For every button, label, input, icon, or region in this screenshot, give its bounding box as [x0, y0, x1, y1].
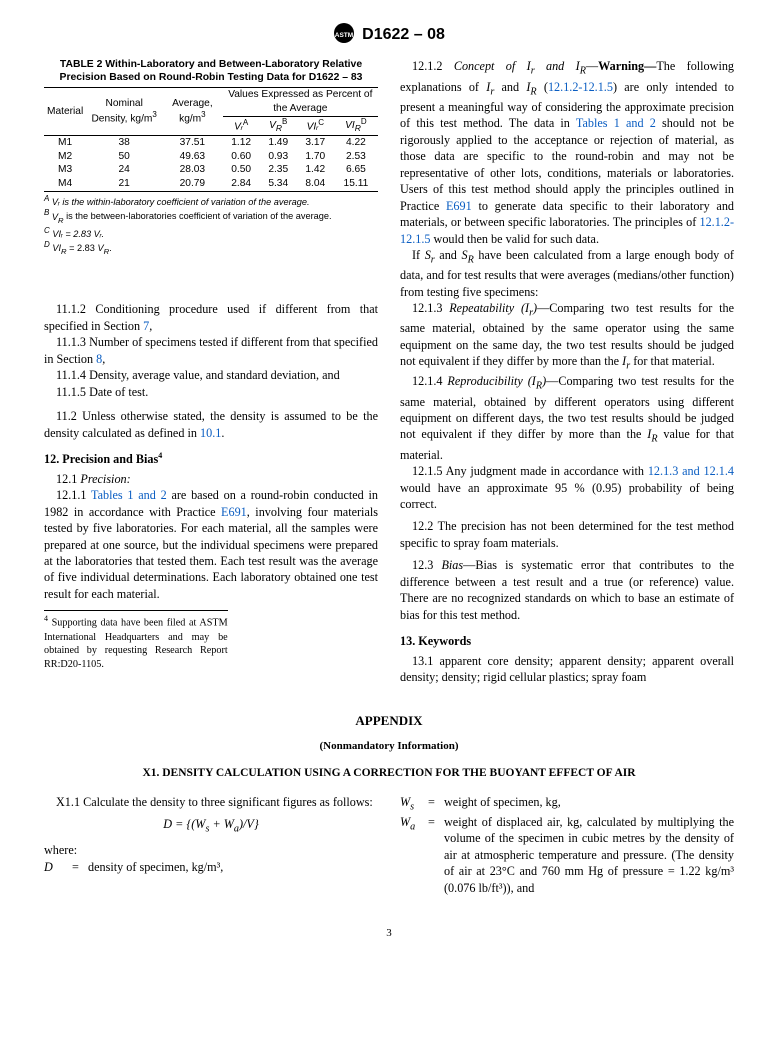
- note-D: D VIR = 2.83 VR.: [44, 240, 378, 257]
- note-B: B VR is the between-laboratories coeffic…: [44, 208, 378, 225]
- table-row: M13837.511.121.493.174.22: [44, 135, 378, 149]
- note-A: A Vᵣ is the within-laboratory coefficien…: [44, 194, 378, 208]
- table-row: M42120.792.845.348.0415.11: [44, 177, 378, 191]
- xref-12.1.3-12.1.4[interactable]: 12.1.3 and 12.1.4: [648, 464, 734, 478]
- xref-tables-1-2-b[interactable]: Tables 1 and 2: [576, 116, 656, 130]
- para-12.1.1: 12.1.1 Tables 1 and 2 are based on a rou…: [44, 487, 378, 602]
- xref-e691-b[interactable]: E691: [446, 199, 472, 213]
- para-12.3: 12.3 Bias—Bias is systematic error that …: [400, 557, 734, 623]
- page: ASTM D1622 – 08 TABLE 2 Within-Laborator…: [0, 0, 778, 1041]
- para-12.1: 12.1 Precision:: [44, 471, 378, 487]
- note-C: C VIᵣ = 2.83 Vᵣ.: [44, 226, 378, 240]
- para-11.1.2: 11.1.2 Conditioning procedure used if di…: [44, 301, 378, 334]
- th-average: Average, kg/m3: [162, 88, 223, 135]
- right-column: 12.1.2 Concept of Ir and IR—Warning—The …: [400, 58, 734, 685]
- table2-title: TABLE 2 Within-Laboratory and Between-La…: [44, 58, 378, 84]
- th-viR: VIRD: [334, 117, 378, 136]
- para-11.1.5: 11.1.5 Date of test.: [44, 384, 378, 400]
- table2: Material Nominal Density, kg/m3 Average,…: [44, 87, 378, 191]
- th-values-span: Values Expressed as Percent of the Avera…: [223, 88, 378, 117]
- where-label: where:: [44, 842, 378, 858]
- para-12.1.4: 12.1.4 Reproducibility (IR)—Comparing tw…: [400, 373, 734, 463]
- xref-12.1.2-12.1.5[interactable]: 12.1.2-12.1.5: [548, 80, 613, 94]
- para-13.1: 13.1 apparent core density; apparent den…: [400, 653, 734, 686]
- left-column: TABLE 2 Within-Laboratory and Between-La…: [44, 58, 378, 685]
- where-Wa: Wa = weight of displaced air, kg, calcul…: [400, 814, 734, 896]
- para-if-sr-sr: If Sr and SR have been calculated from a…: [400, 247, 734, 300]
- th-vr: VᵣA: [223, 117, 260, 136]
- page-number: 3: [44, 926, 734, 941]
- para-12.1.5: 12.1.5 Any judgment made in accordance w…: [400, 463, 734, 512]
- para-x1.1: X1.1 Calculate the density to three sign…: [44, 794, 378, 810]
- where-D: D = density of specimen, kg/m³,: [44, 859, 378, 875]
- appendix-subheading: (Nonmandatory Information): [44, 739, 734, 754]
- para-12.1.3: 12.1.3 Repeatability (Ir)—Comparing two …: [400, 300, 734, 373]
- footnote-4: 4 Supporting data have been filed at AST…: [44, 610, 228, 671]
- th-vir: VIᵣC: [297, 117, 334, 136]
- main-two-column: TABLE 2 Within-Laboratory and Between-La…: [44, 58, 734, 685]
- where-Ws: Ws = weight of specimen, kg,: [400, 794, 734, 814]
- appendix-right-column: Ws = weight of specimen, kg, Wa = weight…: [400, 794, 734, 897]
- svg-text:ASTM: ASTM: [335, 32, 353, 39]
- para-12.1.2: 12.1.2 Concept of Ir and IR—Warning—The …: [400, 58, 734, 247]
- th-nominal: Nominal Density, kg/m3: [86, 88, 162, 135]
- th-vR: VRB: [260, 117, 297, 136]
- appendix-left-column: X1.1 Calculate the density to three sign…: [44, 794, 378, 897]
- para-11.1.4: 11.1.4 Density, average value, and stand…: [44, 367, 378, 383]
- astm-logo: ASTM: [333, 22, 355, 48]
- xref-tables-1-2[interactable]: Tables 1 and 2: [91, 488, 167, 502]
- para-11.2: 11.2 Unless otherwise stated, the densit…: [44, 408, 378, 441]
- heading-12: 12. Precision and Bias4: [44, 451, 378, 468]
- th-material: Material: [44, 88, 86, 135]
- appendix-section-title: X1. DENSITY CALCULATION USING A CORRECTI…: [44, 766, 734, 782]
- table-row: M32428.030.502.351.426.65: [44, 163, 378, 177]
- equation-x1: D = {(Ws + Wa)/V}: [44, 816, 378, 836]
- appendix-two-column: X1.1 Calculate the density to three sign…: [44, 794, 734, 897]
- table-row: M25049.630.600.931.702.53: [44, 150, 378, 164]
- appendix-heading: APPENDIX: [44, 712, 734, 730]
- table2-notes: A Vᵣ is the within-laboratory coefficien…: [44, 194, 378, 257]
- para-11.1.3: 11.1.3 Number of specimens tested if dif…: [44, 334, 378, 367]
- document-header: ASTM D1622 – 08: [44, 22, 734, 48]
- heading-13: 13. Keywords: [400, 633, 734, 649]
- xref-10.1[interactable]: 10.1: [200, 426, 221, 440]
- xref-e691[interactable]: E691: [221, 505, 247, 519]
- para-12.2: 12.2 The precision has not been determin…: [400, 518, 734, 551]
- document-number: D1622 – 08: [362, 24, 445, 46]
